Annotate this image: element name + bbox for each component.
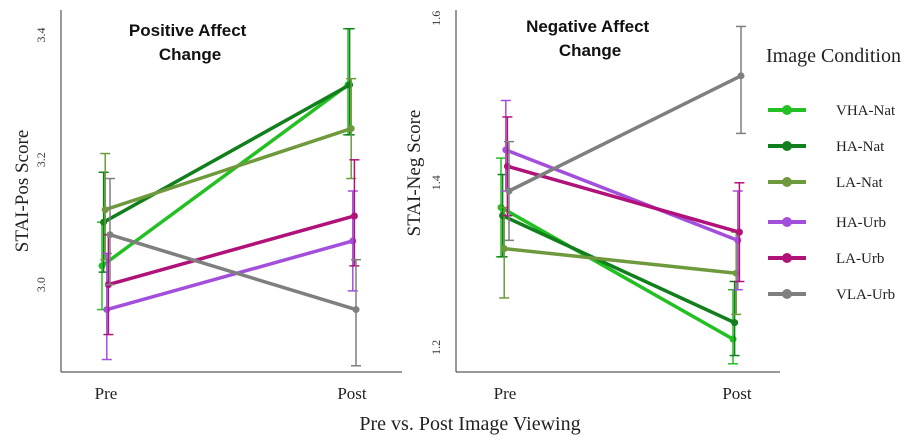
negative-series-line — [499, 205, 735, 341]
positive-series-line — [108, 232, 358, 312]
legend-item-label: VHA-Nat — [836, 103, 896, 119]
negative-chart-title: Negative Affect Change — [526, 17, 654, 60]
negative-data-point — [500, 245, 508, 253]
positive-chart-title: Positive Affect Change — [129, 21, 251, 64]
panel-negative-affect: 1.2 1.4 1.6 Negative Affect Change STAI-Ne… — [404, 10, 780, 403]
legend-item-label: VLA-Urb — [836, 287, 895, 303]
negative-data-point — [735, 228, 743, 236]
positive-x-tick-post: Post — [337, 384, 367, 403]
positive-data-point — [100, 218, 108, 226]
positive-title-line-2: Change — [159, 45, 221, 64]
positive-series-vla-urb — [105, 177, 361, 367]
positive-y-tick-label: 3.2 — [34, 152, 48, 167]
negative-series-line — [502, 246, 738, 276]
positive-x-tick-pre: Pre — [95, 384, 118, 403]
legend-swatch-marker — [782, 177, 792, 187]
negative-y-tick-label: 1.2 — [429, 340, 443, 355]
negative-title-line-2: Change — [559, 41, 621, 60]
negative-series-line — [500, 213, 737, 325]
legend-item-label: HA-Urb — [836, 215, 886, 231]
negative-x-tick-post: Post — [722, 384, 752, 403]
positive-series-line — [106, 214, 357, 287]
negative-data-point — [731, 319, 739, 327]
negative-data-point — [729, 335, 737, 343]
positive-data-point — [350, 212, 358, 220]
legend-item: LA-Urb — [768, 251, 884, 267]
legend: Image Condition VHA-Nat HA-Nat LA-Nat HA-Ur… — [766, 45, 901, 303]
positive-series-la-nat — [100, 77, 357, 261]
negative-data-point — [503, 162, 511, 170]
negative-data-point — [737, 72, 745, 80]
positive-affect-marks: 3.0 3.2 3.4 — [34, 27, 361, 367]
legend-item: VLA-Urb — [768, 287, 895, 303]
legend-item-label: HA-Nat — [836, 139, 885, 155]
panel-positive-affect: 3.0 3.2 3.4 Positive Affect Change STAI-Po… — [12, 10, 402, 403]
positive-series-line — [105, 239, 355, 312]
positive-data-point — [101, 206, 109, 214]
positive-data-point — [98, 262, 106, 270]
legend-item: LA-Nat — [768, 175, 883, 191]
positive-data-point — [346, 81, 354, 89]
positive-data-point — [347, 125, 355, 133]
positive-series-ha-urb — [101, 190, 358, 361]
positive-data-point — [103, 306, 111, 314]
negative-series-vla-urb — [504, 25, 746, 242]
negative-series-line — [504, 148, 740, 243]
legend-title: Image Condition — [766, 45, 901, 67]
legend-items: VHA-Nat HA-Nat LA-Nat HA-Urb LA-Urb VLA-Urb — [768, 103, 896, 303]
negative-series-line — [507, 74, 743, 193]
negative-data-point — [734, 236, 742, 244]
positive-y-axis-label: STAI-Pos Score — [12, 130, 33, 253]
positive-series-ha-nat — [98, 27, 355, 273]
negative-y-tick-label: 1.4 — [429, 175, 443, 190]
negative-series-ha-nat — [497, 173, 740, 357]
negative-series-la-urb — [502, 116, 745, 283]
legend-item: HA-Nat — [768, 139, 885, 155]
legend-item: HA-Urb — [768, 215, 886, 231]
legend-swatch-marker — [782, 141, 792, 151]
positive-data-point — [352, 306, 360, 314]
legend-item-label: LA-Urb — [836, 251, 884, 267]
legend-swatch-marker — [782, 289, 792, 299]
negative-y-axis-label: STAI-Neg Score — [404, 110, 425, 237]
positive-data-point — [349, 237, 357, 245]
negative-affect-marks: 1.2 1.4 1.6 — [429, 11, 746, 365]
legend-item: VHA-Nat — [768, 103, 896, 119]
positive-series-line — [103, 126, 353, 212]
legend-swatch-marker — [782, 217, 792, 227]
negative-title-line-1: Negative Affect — [526, 17, 649, 36]
positive-title-line-1: Positive Affect — [129, 21, 247, 40]
legend-swatch-marker — [782, 253, 792, 263]
positive-series-la-urb — [103, 159, 360, 336]
negative-y-tick-label: 1.6 — [429, 11, 443, 26]
negative-x-tick-pre: Pre — [494, 384, 517, 403]
positive-data-point — [106, 231, 114, 239]
positive-series-line — [101, 83, 352, 224]
positive-y-tick-label: 3.0 — [34, 277, 48, 292]
negative-data-point — [505, 187, 513, 195]
negative-series-line — [505, 164, 742, 234]
legend-swatch-marker — [782, 105, 792, 115]
x-axis-label: Pre vs. Post Image Viewing — [359, 413, 580, 435]
positive-series-line — [100, 83, 350, 268]
legend-item-label: LA-Nat — [836, 175, 883, 191]
positive-y-tick-label: 3.4 — [34, 27, 48, 42]
